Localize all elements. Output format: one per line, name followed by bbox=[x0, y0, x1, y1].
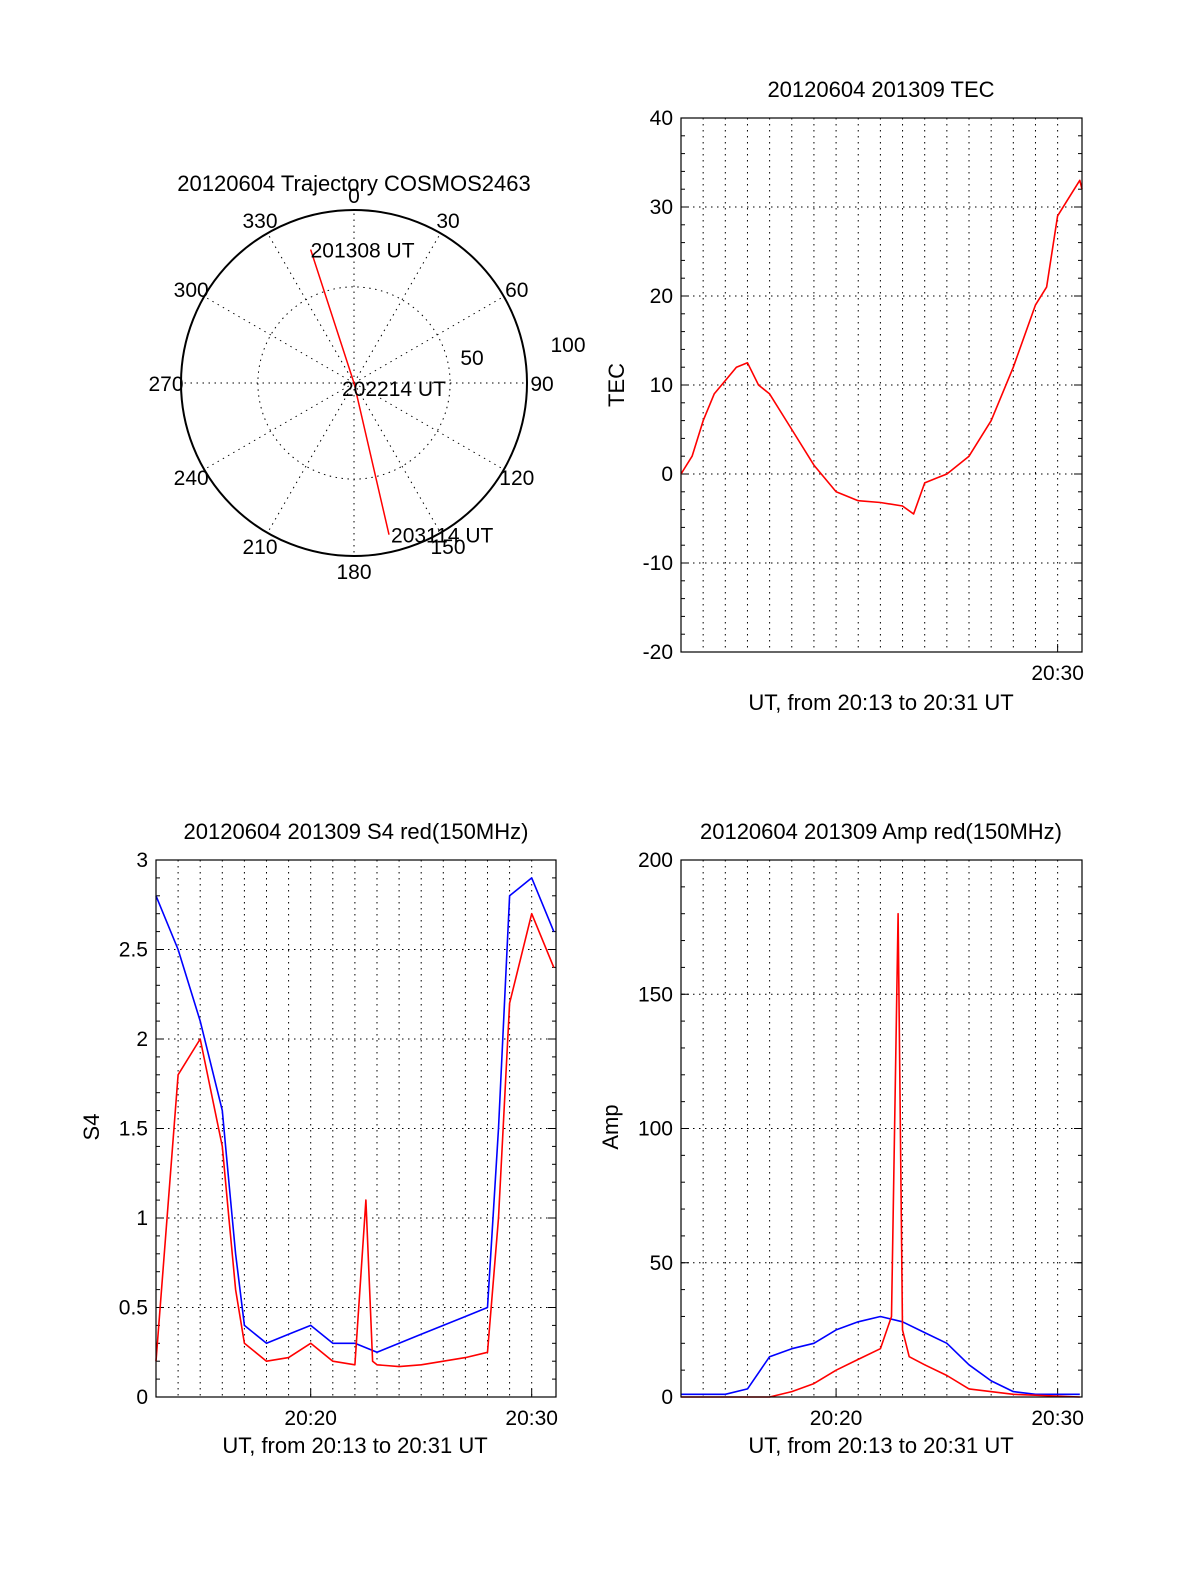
polar-spoke bbox=[353, 382, 505, 470]
polar-spoke bbox=[353, 382, 441, 534]
amp-plot-area: 0 50 100 150 200 20:20 20:30 bbox=[638, 849, 1084, 1430]
polar-spoke bbox=[267, 232, 355, 384]
plot-frame bbox=[680, 117, 1083, 653]
series-line-red bbox=[681, 912, 1080, 1398]
amp-title: 20120604 201309 Amp red(150MHz) bbox=[700, 819, 1062, 844]
y-tick-label: 10 bbox=[650, 374, 673, 397]
tec-title: 20120604 201309 TEC bbox=[767, 77, 994, 102]
series-line-red bbox=[680, 179, 1083, 515]
y-tick-label: 2.5 bbox=[119, 939, 148, 962]
polar-angle-labels: 0 30 60 90 120 150 180 210 240 270 300 330 50 100 bbox=[148, 185, 585, 584]
y-tick-label: 30 bbox=[650, 196, 673, 219]
y-tick-label: -20 bbox=[643, 641, 673, 664]
y-tick-label: 20 bbox=[650, 285, 673, 308]
s4-ylabel: S4 bbox=[79, 1114, 104, 1141]
y-tick-label: 2 bbox=[136, 1028, 148, 1051]
plot-frame bbox=[155, 859, 557, 1398]
polar-radial-label: 50 bbox=[460, 347, 483, 370]
y-tick-label: 0 bbox=[136, 1386, 148, 1409]
y-tick-label: 100 bbox=[638, 1118, 673, 1141]
y-tick-label: 1.5 bbox=[119, 1118, 148, 1141]
polar-angle-label: 150 bbox=[430, 536, 465, 559]
polar-angle-label: 120 bbox=[499, 467, 534, 490]
tec-xlabel: UT, from 20:13 to 20:31 UT bbox=[748, 690, 1013, 715]
polar-angle-label: 330 bbox=[242, 210, 277, 233]
y-tick-label: 50 bbox=[650, 1252, 673, 1275]
polar-angle-label: 180 bbox=[336, 561, 371, 584]
polar-angle-label: 90 bbox=[530, 373, 553, 396]
polar-grid bbox=[180, 209, 528, 557]
y-tick-label: 200 bbox=[638, 849, 673, 872]
s4-panel: 20120604 201309 S4 red(150MHz) 0 0.5 1 1.5 2… bbox=[79, 819, 558, 1458]
polar-angle-label: 240 bbox=[174, 467, 209, 490]
y-tick-label: 0 bbox=[661, 1386, 673, 1409]
y-tick-label: 150 bbox=[638, 983, 673, 1006]
x-tick-label: 20:20 bbox=[810, 1407, 863, 1430]
series-line-blue bbox=[681, 1315, 1080, 1396]
y-tick-label: 3 bbox=[136, 849, 148, 872]
x-tick-label: 20:30 bbox=[1031, 662, 1084, 685]
polar-panel: 20120604 Trajectory COSMOS2463 0 30 60 90 12… bbox=[148, 171, 585, 584]
tec-plot-area: -20 -10 0 10 20 30 40 20:30 bbox=[643, 107, 1084, 685]
s4-plot-area: 0 0.5 1 1.5 2 2.5 3 20:20 20:30 bbox=[119, 849, 558, 1430]
trajectory-label: 203114 UT bbox=[391, 525, 494, 548]
series-line-blue bbox=[155, 877, 555, 1354]
x-tick-label: 20:30 bbox=[505, 1407, 558, 1430]
polar-angle-label: 300 bbox=[174, 279, 209, 302]
plot-frame bbox=[680, 859, 1083, 1398]
amp-ylabel: Amp bbox=[598, 1104, 623, 1149]
x-tick-label: 20:20 bbox=[284, 1407, 337, 1430]
polar-angle-label: 30 bbox=[436, 210, 459, 233]
polar-title: 20120604 Trajectory COSMOS2463 bbox=[177, 171, 530, 196]
amp-panel: 20120604 201309 Amp red(150MHz) 0 50 100 15… bbox=[598, 819, 1084, 1458]
polar-trajectory: 201308 UT 202214 UT 203114 UT bbox=[309, 240, 494, 548]
trajectory-line bbox=[309, 249, 390, 535]
trajectory-label: 201308 UT bbox=[311, 240, 415, 263]
s4-xlabel: UT, from 20:13 to 20:31 UT bbox=[222, 1433, 487, 1458]
polar-spoke bbox=[267, 382, 355, 534]
polar-angle-label: 210 bbox=[242, 536, 277, 559]
polar-spoke bbox=[203, 382, 355, 470]
s4-title: 20120604 201309 S4 red(150MHz) bbox=[184, 819, 529, 844]
polar-spoke bbox=[203, 296, 355, 384]
series-line-red bbox=[155, 912, 555, 1368]
polar-angle-label: 0 bbox=[348, 185, 360, 208]
polar-radial-label: 100 bbox=[550, 334, 585, 357]
polar-angle-label: 270 bbox=[148, 373, 183, 396]
polar-spoke bbox=[353, 296, 505, 384]
y-tick-label: -10 bbox=[643, 552, 673, 575]
amp-xlabel: UT, from 20:13 to 20:31 UT bbox=[748, 1433, 1013, 1458]
y-tick-label: 0.5 bbox=[119, 1297, 148, 1320]
y-tick-label: 40 bbox=[650, 107, 673, 130]
polar-angle-label: 60 bbox=[505, 279, 528, 302]
polar-spoke bbox=[353, 232, 441, 384]
polar-outer-circle bbox=[180, 209, 528, 557]
tec-ylabel: TEC bbox=[604, 363, 629, 407]
y-tick-label: 1 bbox=[136, 1207, 148, 1230]
tec-panel: 20120604 201309 TEC -20 -10 0 10 20 30 40 20:30… bbox=[604, 77, 1084, 715]
y-tick-label: 0 bbox=[661, 463, 673, 486]
x-tick-label: 20:30 bbox=[1031, 1407, 1084, 1430]
trajectory-label: 202214 UT bbox=[342, 378, 446, 401]
